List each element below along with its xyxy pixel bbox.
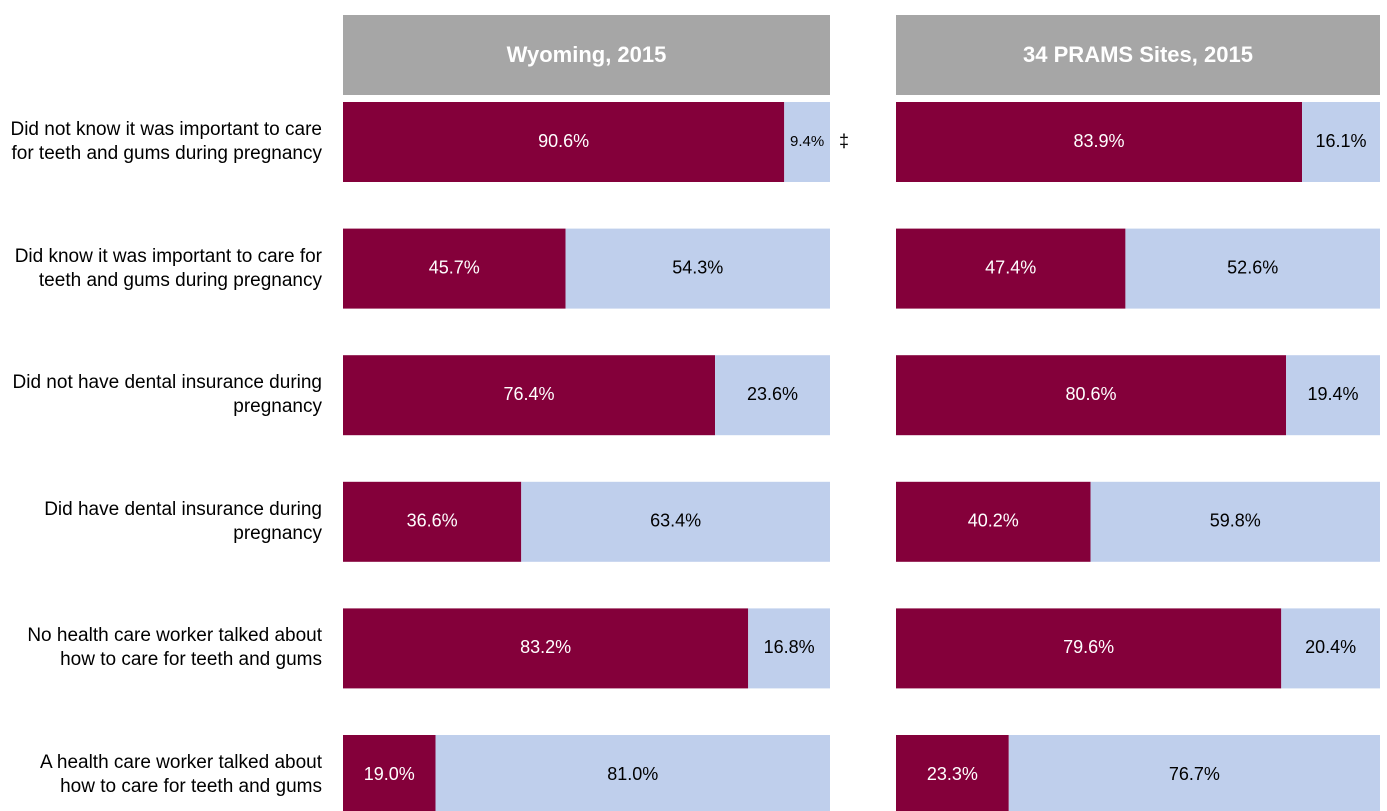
value-label: 90.6% [538,131,589,151]
panel-title: 34 PRAMS Sites, 2015 [1023,42,1253,67]
category-label: No health care worker talked about how t… [27,625,322,671]
value-label: 59.8% [1210,511,1261,531]
bar-segment [715,355,830,436]
bar-segment [1302,102,1380,182]
value-label: 45.7% [429,257,480,277]
value-label: 23.3% [927,764,978,784]
bar-segment [748,608,830,689]
bar-segment [343,228,566,309]
bar-segment [1125,228,1380,309]
bar-segment [343,481,522,562]
category-label: Did not have dental insurance during pre… [12,372,322,418]
value-label: 36.6% [407,511,458,531]
value-label: 83.9% [1074,131,1125,151]
panel-header [896,15,1380,95]
panel-title: Wyoming, 2015 [507,42,667,67]
bar-segment [435,735,830,811]
bar-segment [1281,608,1380,689]
value-label: 63.4% [650,511,701,531]
value-label: 47.4% [985,257,1036,277]
bar-segment [896,735,1009,811]
value-label: 79.6% [1063,637,1114,657]
value-label: 80.6% [1066,384,1117,404]
value-label: 16.1% [1316,131,1367,151]
value-label: 19.0% [364,764,415,784]
category-label: Did not know it was important to care fo… [10,119,322,164]
value-label: 83.2% [520,637,571,657]
value-label: 81.0% [607,764,658,784]
value-label: 76.4% [504,384,555,404]
bar-segment [896,355,1287,436]
category-label: Did know it was important to care for te… [14,245,322,291]
value-label: 9.4% [790,133,824,150]
category-label: A health care worker talked about how to… [39,752,322,797]
bar-segment [343,608,749,689]
panel-header [343,15,830,95]
value-label: 20.4% [1305,637,1356,657]
value-label: 19.4% [1308,384,1359,404]
bar-segment [1090,481,1380,562]
bar-segment [896,228,1126,309]
category-label: Did have dental insurance during pregnan… [44,498,322,544]
value-label: 40.2% [968,511,1019,531]
value-label: 16.8% [764,637,815,657]
bar-segment [343,102,785,182]
bar-segment [896,102,1303,182]
value-label: 52.6% [1227,257,1278,277]
bar-segment [343,735,436,811]
bar-segment [896,481,1091,562]
bar-segment [1008,735,1380,811]
value-label: 76.7% [1169,764,1220,784]
value-label: 23.6% [747,384,798,404]
value-label: 54.3% [672,257,723,277]
bar-segment [521,481,830,562]
bar-segment [896,608,1282,689]
annotation: ‡ [839,131,849,151]
bar-segment [565,228,830,309]
bar-segment [784,102,830,182]
bar-segment [1286,355,1380,436]
bar-segment [343,355,716,436]
